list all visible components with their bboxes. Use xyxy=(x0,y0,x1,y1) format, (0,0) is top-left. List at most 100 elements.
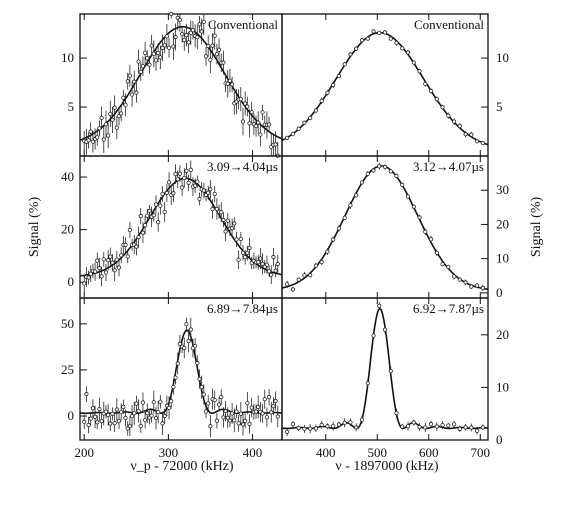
data-point xyxy=(394,173,399,179)
data-point xyxy=(260,261,265,266)
data-point xyxy=(110,117,115,122)
data-point xyxy=(434,424,439,429)
data-point xyxy=(175,177,180,182)
data-point xyxy=(336,422,342,427)
right-y-axis-title: Signal (%) xyxy=(529,197,544,258)
data-point xyxy=(103,122,109,127)
data-point xyxy=(243,255,248,260)
data-point xyxy=(208,424,213,429)
data-point xyxy=(145,213,150,218)
data-point xyxy=(169,11,174,17)
data-point xyxy=(382,30,388,35)
fit-curve xyxy=(281,165,489,290)
data-point xyxy=(296,425,301,431)
data-point xyxy=(145,411,150,416)
data-point xyxy=(411,204,416,209)
panel-frame xyxy=(281,297,489,441)
data-point xyxy=(256,260,261,265)
y-tick-label: 25 xyxy=(61,362,74,377)
data-point xyxy=(348,420,353,425)
data-point xyxy=(156,220,161,225)
data-point xyxy=(451,274,457,279)
data-point xyxy=(400,182,405,188)
data-point xyxy=(359,38,365,43)
data-point xyxy=(221,60,226,65)
data-point xyxy=(203,409,209,414)
data-point xyxy=(106,133,111,138)
data-point xyxy=(269,410,274,415)
data-point xyxy=(186,338,191,343)
data-point xyxy=(188,30,193,35)
data-point xyxy=(271,404,276,409)
data-point xyxy=(206,401,211,406)
data-point xyxy=(227,78,233,83)
data-point xyxy=(171,191,176,196)
data-point xyxy=(308,115,313,121)
data-point xyxy=(193,343,198,349)
data-point xyxy=(308,273,313,278)
data-point xyxy=(147,208,152,213)
data-point xyxy=(232,221,237,226)
data-point xyxy=(275,261,280,267)
data-point xyxy=(474,283,480,288)
data-point xyxy=(234,409,239,414)
data-point xyxy=(313,426,319,431)
data-point xyxy=(243,418,248,423)
panel-left-bot: 0 25 50 6.89→7.84µs xyxy=(61,297,283,441)
data-point xyxy=(434,97,439,102)
data-point xyxy=(331,237,336,242)
data-point xyxy=(354,46,359,51)
data-point xyxy=(216,402,222,407)
data-point xyxy=(186,180,191,185)
x-tick-label: 400 xyxy=(316,445,336,460)
data-point xyxy=(171,44,176,49)
data-point xyxy=(95,135,100,140)
data-point xyxy=(336,73,342,79)
data-point xyxy=(371,29,376,34)
y-tick-label: 10 xyxy=(496,50,509,65)
data-point xyxy=(121,95,126,100)
data-point xyxy=(112,105,117,110)
data-point xyxy=(99,115,104,121)
data-point xyxy=(216,47,222,52)
data-point xyxy=(451,119,457,124)
data-point xyxy=(428,88,434,94)
data-point xyxy=(136,235,141,240)
data-point xyxy=(116,265,122,270)
data-point xyxy=(127,73,132,78)
data-point xyxy=(169,399,174,404)
panel-label: Conventional xyxy=(414,17,484,32)
y-tick-label: 0 xyxy=(68,408,75,423)
data-point xyxy=(134,244,139,249)
data-point xyxy=(203,54,209,59)
data-point xyxy=(325,249,330,254)
data-point xyxy=(457,426,462,431)
data-point xyxy=(162,43,167,48)
data-point xyxy=(82,281,87,286)
data-point xyxy=(143,417,148,423)
data-point xyxy=(285,429,290,434)
data-point xyxy=(149,43,154,48)
data-point xyxy=(474,139,480,144)
y-tick-label: 5 xyxy=(496,99,503,114)
data-point xyxy=(171,384,176,390)
data-point xyxy=(149,413,154,418)
data-point xyxy=(236,257,241,262)
data-point xyxy=(179,185,185,190)
data-point xyxy=(302,273,307,278)
data-point xyxy=(206,190,211,195)
data-point xyxy=(92,414,98,419)
data-point xyxy=(184,168,189,173)
data-point xyxy=(245,250,250,256)
panel-left-mid: 0 20 40 3.09→4.04µs xyxy=(61,155,283,299)
data-point xyxy=(247,121,252,126)
data-point xyxy=(262,397,267,402)
data-point xyxy=(103,409,109,414)
data-point xyxy=(188,167,193,172)
data-point xyxy=(140,400,146,405)
data-point xyxy=(273,268,278,273)
data-point xyxy=(342,215,347,220)
data-point xyxy=(138,423,143,429)
data-point xyxy=(296,126,301,131)
data-point xyxy=(182,175,187,181)
